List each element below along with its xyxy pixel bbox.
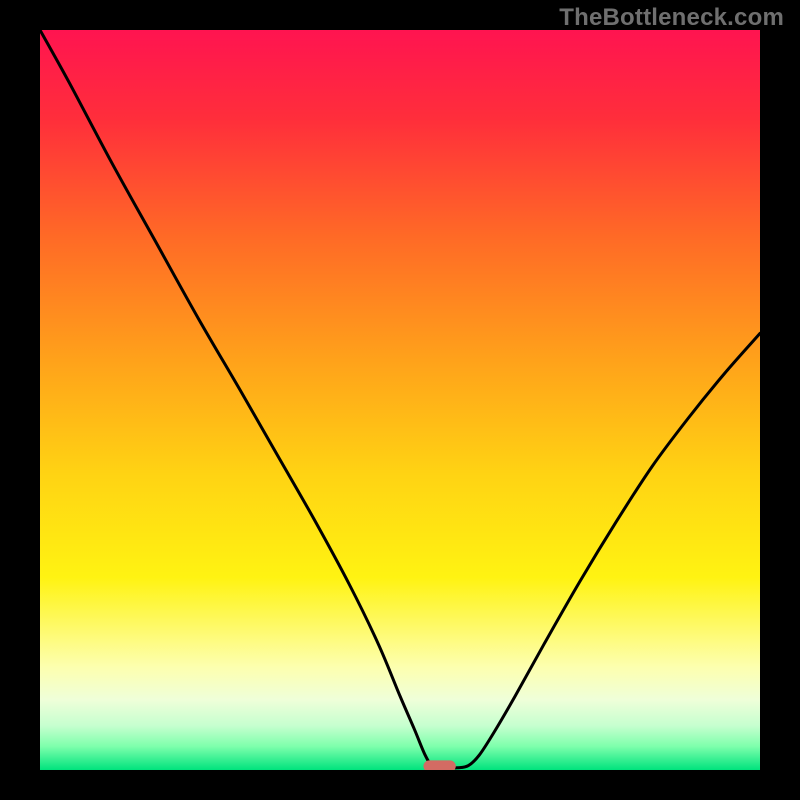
bottleneck-chart [0, 0, 800, 800]
plot-area [40, 30, 760, 770]
chart-container: TheBottleneck.com [0, 0, 800, 800]
